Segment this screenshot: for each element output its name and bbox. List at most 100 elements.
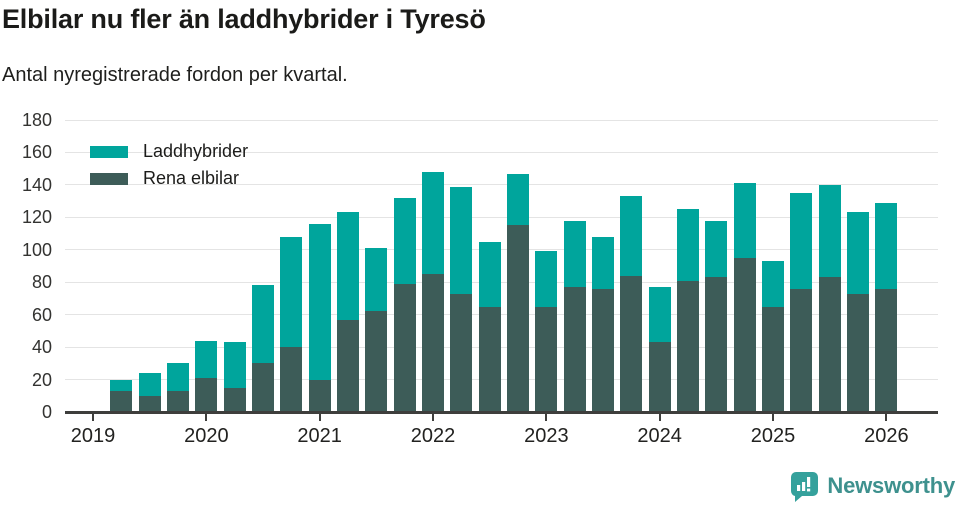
x-tick-label-2019: 2019 — [70, 425, 116, 447]
bar-segment-rena-elbilar — [110, 390, 133, 412]
bar-2020-q1 — [195, 340, 218, 412]
x-tick-mark-2022 — [431, 414, 434, 421]
bar-2020-q4 — [280, 236, 303, 412]
x-tick-label-2020: 2020 — [184, 425, 229, 447]
bar-2024-q1 — [648, 287, 671, 412]
bar-2021-q3 — [365, 248, 388, 412]
bar-2026-q1 — [875, 202, 898, 412]
bar-segment-laddhybrider — [563, 220, 586, 288]
x-tick-mark-2019 — [92, 414, 94, 421]
bar-segment-laddhybrider — [535, 251, 558, 307]
bar-2022-q3 — [478, 241, 501, 412]
bar-segment-laddhybrider — [336, 212, 359, 320]
bar-2025-q4 — [846, 212, 869, 412]
gridline-120 — [65, 216, 938, 218]
x-axis-line — [65, 411, 938, 414]
gridline-80 — [65, 281, 938, 283]
x-tick-label-2024: 2024 — [637, 425, 682, 447]
bar-segment-rena-elbilar — [138, 395, 161, 412]
legend-label: Rena elbilar — [143, 168, 240, 188]
bar-2019-q4 — [166, 363, 189, 412]
bar-segment-laddhybrider — [365, 248, 388, 312]
x-tick-label-2021: 2021 — [297, 425, 342, 447]
bar-segment-laddhybrider — [166, 363, 189, 391]
y-tick-label-100: 100 — [21, 239, 52, 260]
x-tick-label-2026: 2026 — [864, 425, 909, 447]
y-tick-label-80: 80 — [31, 272, 52, 293]
bar-segment-laddhybrider — [506, 173, 529, 226]
bar-segment-laddhybrider — [620, 196, 643, 276]
bar-segment-rena-elbilar — [450, 293, 473, 412]
gridline-160 — [65, 151, 938, 153]
bar-segment-laddhybrider — [393, 197, 416, 284]
gridline-140 — [65, 184, 938, 186]
bar-segment-rena-elbilar — [280, 347, 303, 412]
x-tick-mark-2026 — [885, 414, 888, 421]
legend-item-rena-elbilar: Rena elbilar — [90, 165, 248, 192]
bar-2022-q1 — [421, 171, 444, 412]
bar-segment-laddhybrider — [705, 220, 728, 278]
bar-2024-q2 — [676, 209, 699, 412]
legend-swatch-rena-elbilar — [90, 172, 128, 185]
bar-segment-rena-elbilar — [705, 277, 728, 412]
bar-segment-laddhybrider — [450, 186, 473, 294]
bar-segment-rena-elbilar — [818, 277, 841, 412]
y-tick-label-40: 40 — [31, 337, 52, 358]
y-tick-label-60: 60 — [31, 304, 52, 325]
bar-segment-laddhybrider — [875, 202, 898, 289]
bar-segment-rena-elbilar — [506, 225, 529, 412]
gridline-40 — [65, 346, 938, 348]
bar-segment-laddhybrider — [676, 209, 699, 281]
y-tick-label-0: 0 — [41, 402, 52, 422]
bar-segment-rena-elbilar — [251, 363, 274, 412]
bar-2025-q3 — [818, 184, 841, 412]
bar-segment-laddhybrider — [421, 171, 444, 275]
bar-segment-laddhybrider — [648, 287, 671, 343]
bar-2020-q3 — [251, 285, 274, 412]
bar-segment-rena-elbilar — [733, 257, 756, 412]
bar-segment-rena-elbilar — [648, 342, 671, 412]
bar-segment-rena-elbilar — [223, 387, 246, 412]
bar-segment-rena-elbilar — [308, 379, 331, 412]
bar-2020-q2 — [223, 342, 246, 412]
gridline-20 — [65, 379, 938, 381]
bar-segment-laddhybrider — [251, 285, 274, 364]
bar-2021-q4 — [393, 197, 416, 412]
chart-subtitle: Antal nyregistrerade fordon per kvartal. — [2, 64, 348, 86]
bar-segment-laddhybrider — [761, 261, 784, 307]
y-tick-label-120: 120 — [21, 207, 52, 228]
gridline-180 — [65, 119, 938, 121]
y-tick-label-20: 20 — [31, 369, 52, 390]
bar-segment-laddhybrider — [280, 236, 303, 348]
bar-2022-q2 — [450, 186, 473, 412]
newsworthy-logo[interactable]: Newsworthy — [790, 470, 955, 502]
x-tick-label-2022: 2022 — [410, 425, 456, 447]
bar-2023-q2 — [563, 220, 586, 412]
legend-item-laddhybrider: Laddhybrider — [90, 138, 248, 165]
brand-name: Newsworthy — [827, 473, 955, 498]
bar-segment-laddhybrider — [223, 342, 246, 388]
bar-segment-rena-elbilar — [676, 280, 699, 412]
bar-2021-q2 — [336, 212, 359, 412]
bar-2022-q4 — [506, 173, 529, 412]
bar-2024-q3 — [705, 220, 728, 412]
bar-segment-rena-elbilar — [591, 288, 614, 412]
x-tick-label-2023: 2023 — [524, 425, 569, 447]
bar-segment-rena-elbilar — [393, 283, 416, 412]
legend-swatch-laddhybrider — [90, 145, 128, 158]
bar-segment-laddhybrider — [846, 212, 869, 294]
x-tick-mark-2025 — [771, 414, 774, 421]
chart-legend: Laddhybrider Rena elbilar — [90, 138, 248, 192]
y-tick-label-140: 140 — [21, 174, 52, 195]
chart-area: 0 20 40 60 80 100 120 140 160 180 2019 2020 2021 202… — [0, 111, 960, 447]
bar-2025-q2 — [790, 193, 813, 412]
bar-segment-laddhybrider — [591, 236, 614, 289]
bar-segment-laddhybrider — [818, 184, 841, 278]
gridline-100 — [65, 249, 938, 251]
bar-2023-q3 — [591, 236, 614, 412]
bar-segment-laddhybrider — [110, 379, 133, 391]
bar-chart-speech-bubble-icon — [791, 471, 819, 502]
gridline-60 — [65, 314, 938, 316]
bar-segment-laddhybrider — [733, 183, 756, 258]
